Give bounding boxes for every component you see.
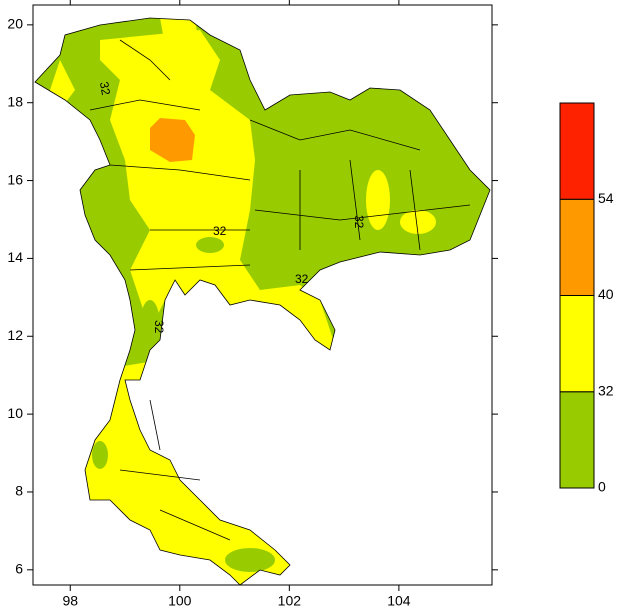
colorbar-segment bbox=[559, 198, 595, 296]
y-tick-label: 12 bbox=[7, 327, 23, 343]
province-borders bbox=[89, 39, 471, 541]
y-tick-label: 8 bbox=[15, 483, 23, 499]
green-zone bbox=[196, 237, 224, 253]
axes: 98 100 102 104 6 8 10 12 14 16 18 20 bbox=[7, 0, 498, 609]
x-tick-label: 98 bbox=[62, 593, 78, 609]
green-zone bbox=[140, 300, 160, 350]
y-tick-label: 10 bbox=[7, 405, 23, 421]
contour-label: 32 bbox=[352, 215, 366, 229]
yellow-zone bbox=[366, 170, 390, 230]
yellow-zone bbox=[160, 18, 200, 50]
colorbar-label: 0 bbox=[598, 479, 606, 495]
colorbar-segment bbox=[559, 102, 595, 200]
x-tick-label: 100 bbox=[168, 593, 192, 609]
yellow-zone bbox=[100, 30, 340, 360]
y-tick-label: 20 bbox=[7, 16, 23, 32]
y-tick-label: 14 bbox=[7, 249, 23, 265]
green-zone bbox=[225, 548, 275, 572]
y-tick-label: 6 bbox=[15, 561, 23, 577]
colorbar: 0 32 40 54 bbox=[559, 102, 614, 495]
x-tick-label: 102 bbox=[278, 593, 302, 609]
colorbar-label: 32 bbox=[598, 382, 614, 398]
y-tick-label: 18 bbox=[7, 93, 23, 109]
contour-label: 32 bbox=[213, 224, 227, 238]
yellow-zone bbox=[400, 210, 436, 234]
colorbar-segment bbox=[559, 391, 595, 489]
contour-label: 32 bbox=[295, 272, 309, 286]
contour-label: 32 bbox=[152, 320, 166, 334]
colorbar-label: 40 bbox=[598, 286, 614, 302]
colorbar-segment bbox=[559, 295, 595, 393]
y-tick-label: 16 bbox=[7, 171, 23, 187]
x-tick-label: 104 bbox=[387, 593, 411, 609]
colorbar-label: 54 bbox=[598, 190, 614, 206]
contour-label: 32 bbox=[97, 81, 113, 97]
green-zone bbox=[96, 228, 128, 248]
green-zone bbox=[92, 441, 108, 469]
orange-zone bbox=[150, 118, 195, 162]
